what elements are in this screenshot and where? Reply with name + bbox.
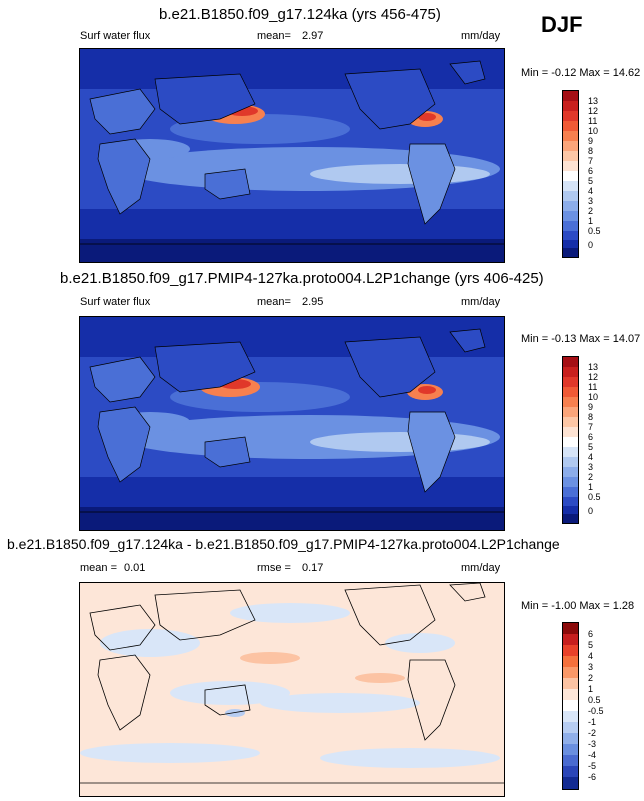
- tick-label: 1: [588, 216, 594, 226]
- tick-label: 1: [588, 482, 594, 492]
- tick-label: 11: [588, 382, 598, 392]
- panel-3-units: mm/day: [461, 562, 501, 574]
- panel-3-rmse-value: 0.17: [302, 562, 324, 574]
- tick-label: 5: [588, 640, 594, 650]
- tick-label: 9: [588, 402, 594, 412]
- tick-label: -1: [588, 717, 597, 727]
- panel-3-minmax: Min = -1.00 Max = 1.28: [521, 600, 635, 612]
- tick-label: 3: [588, 196, 594, 206]
- tick-label: 9: [588, 136, 594, 146]
- tick-label: 10: [588, 126, 599, 136]
- panel-2-colorbar: [562, 356, 579, 524]
- tick-label: 1: [588, 684, 594, 694]
- tick-label: 12: [588, 106, 599, 116]
- tick-label: 10: [588, 392, 599, 402]
- panel-1-mean-value: 2.97: [302, 30, 324, 42]
- panel-2-variable-label: Surf water flux: [80, 296, 151, 308]
- tick-label: 2: [588, 206, 594, 216]
- panel-2-units: mm/day: [461, 296, 501, 308]
- tick-label: 8: [588, 146, 594, 156]
- tick-label: 7: [588, 156, 594, 166]
- tick-label: -0.5: [588, 706, 604, 716]
- tick-label: 0.5: [588, 492, 601, 502]
- panel-2-title: b.e21.B1850.f09_g17.PMIP4-127ka.proto004…: [60, 270, 544, 287]
- tick-label: 13: [588, 362, 599, 372]
- tick-label: 6: [588, 432, 594, 442]
- panel-1-map: [79, 48, 505, 263]
- panel-1-minmax: Min = -0.12 Max = 14.62: [521, 67, 641, 79]
- panel-3-map-field: [80, 583, 504, 796]
- tick-label: 4: [588, 186, 594, 196]
- tick-label: -6: [588, 772, 597, 782]
- tick-label: 0.5: [588, 226, 601, 236]
- tick-label: 11: [588, 116, 598, 126]
- panel-1-title: b.e21.B1850.f09_g17.124ka (yrs 456-475): [159, 6, 441, 23]
- tick-label: 5: [588, 442, 594, 452]
- tick-label: 7: [588, 422, 594, 432]
- panel-2-minmax: Min = -0.13 Max = 14.07: [521, 333, 641, 345]
- panel-1-mean-label: mean=: [257, 30, 291, 42]
- panel-3-mean-label: mean =: [80, 562, 117, 574]
- panel-1-colorbar: [562, 90, 579, 258]
- panel-2-mean-value: 2.95: [302, 296, 324, 308]
- tick-label: 6: [588, 166, 594, 176]
- tick-label: 4: [588, 651, 594, 661]
- panel-1-map-field: [80, 49, 504, 262]
- tick-label: 5: [588, 176, 594, 186]
- tick-label: 2: [588, 673, 594, 683]
- tick-label: 13: [588, 96, 599, 106]
- tick-label: 0: [588, 506, 594, 516]
- panel-2-map-field: [80, 317, 504, 530]
- panel-2-map: [79, 316, 505, 531]
- tick-label: 4: [588, 452, 594, 462]
- tick-label: 3: [588, 662, 594, 672]
- tick-label: 6: [588, 629, 594, 639]
- panel-1-variable-label: Surf water flux: [80, 30, 151, 42]
- tick-label: -5: [588, 761, 597, 771]
- tick-label: -2: [588, 728, 597, 738]
- panel-3-colorbar: [562, 622, 579, 790]
- panel-2-mean-label: mean=: [257, 296, 291, 308]
- tick-label: 0.5: [588, 695, 601, 705]
- panel-3-mean-value: 0.01: [124, 562, 146, 574]
- tick-label: 0: [588, 240, 594, 250]
- tick-label: 12: [588, 372, 599, 382]
- tick-label: 3: [588, 462, 594, 472]
- tick-label: -3: [588, 739, 597, 749]
- panel-3-map: [79, 582, 505, 797]
- tick-label: -4: [588, 750, 597, 760]
- panel-3-rmse-label: rmse =: [257, 562, 291, 574]
- tick-label: 2: [588, 472, 594, 482]
- tick-label: 8: [588, 412, 594, 422]
- panel-3-title: b.e21.B1850.f09_g17.124ka - b.e21.B1850.…: [7, 536, 560, 552]
- panel-1-units: mm/day: [461, 30, 501, 42]
- season-label: DJF: [541, 12, 583, 37]
